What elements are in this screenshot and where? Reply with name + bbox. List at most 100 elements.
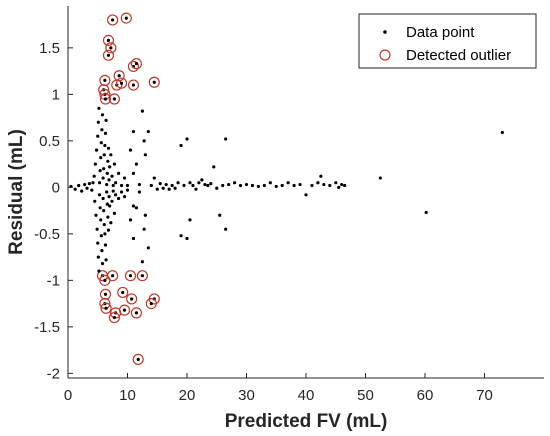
outlier-ring: [117, 286, 129, 299]
data-point: [212, 165, 216, 169]
x-axis-title: Predicted FV (mL): [225, 411, 388, 432]
data-point: [122, 195, 127, 199]
outlier-center-dot: [109, 46, 113, 50]
outlier-ring: [148, 76, 160, 88]
outlier-point: [115, 77, 128, 89]
data-point: [97, 181, 102, 185]
y-tick-label: -1: [47, 272, 60, 289]
data-point: [256, 184, 260, 189]
data-point: [119, 190, 124, 194]
x-axis-ticks: 0 10 20 30 40 50 60 70: [64, 373, 493, 404]
y-tick-label: -0.5: [34, 226, 60, 243]
outlier-ring: [136, 270, 148, 282]
outlier-point: [102, 34, 115, 47]
outlier-center-dot: [104, 306, 108, 310]
data-point: [102, 209, 106, 213]
data-point: [100, 248, 104, 253]
data-point: [322, 182, 326, 187]
x-tick-label: 0: [64, 387, 72, 404]
outlier-center-dot: [112, 315, 117, 320]
outlier-ring: [107, 270, 119, 282]
data-point: [262, 183, 266, 188]
outlier-point: [102, 49, 115, 61]
data-point: [328, 183, 332, 188]
data-point: [134, 162, 139, 166]
outlier-ring: [108, 311, 121, 324]
data-point: [179, 234, 183, 238]
data-point: [106, 215, 110, 219]
outlier-ring: [130, 307, 143, 319]
outlier-ring: [145, 298, 157, 310]
outlier-point: [148, 76, 160, 88]
x-tick-label: 10: [119, 387, 136, 404]
data-point: [137, 190, 141, 194]
x-tick-label: 70: [476, 387, 493, 404]
data-point: [161, 186, 165, 190]
outlier-center-dot: [152, 80, 156, 84]
y-tick-label: 0: [52, 179, 60, 196]
outlier-ring: [124, 270, 137, 282]
outlier-ring: [107, 14, 119, 26]
data-point: [149, 183, 153, 188]
data-point: [97, 193, 102, 197]
data-point: [194, 187, 198, 191]
data-point: [103, 232, 107, 236]
data-point: [98, 206, 102, 210]
data-point: [109, 221, 113, 225]
outlier-center-dot: [134, 311, 139, 315]
data-point: [131, 129, 136, 134]
data-point: [131, 171, 136, 175]
data-point: [142, 139, 146, 143]
data-point: [100, 113, 105, 117]
y-tick-label: 1.5: [39, 40, 60, 57]
data-point: [182, 183, 186, 188]
data-point: [108, 204, 112, 208]
data-point: [73, 187, 77, 191]
x-tick-label: 40: [298, 387, 315, 404]
data-point: [94, 213, 98, 217]
data-point: [99, 155, 103, 160]
data-point: [95, 227, 99, 231]
data-point: [116, 171, 121, 175]
data-point: [176, 181, 180, 185]
data-point: [146, 129, 150, 134]
data-point: [83, 182, 87, 187]
data-point: [112, 211, 117, 215]
data-point: [188, 218, 192, 222]
x-tick-label: 20: [179, 387, 196, 404]
outlier-center-dot: [130, 297, 134, 301]
outlier-center-dot: [131, 83, 136, 87]
outlier-ring: [102, 49, 115, 61]
outlier-point: [107, 270, 119, 282]
data-point: [203, 182, 207, 187]
data-point: [146, 246, 150, 250]
y-tick-label: -1.5: [34, 319, 60, 336]
outlier-center-dot: [111, 274, 115, 278]
data-point: [102, 167, 106, 171]
x-tick-label: 60: [417, 387, 434, 404]
data-point: [316, 181, 320, 185]
data-point: [134, 206, 139, 210]
outlier-point: [113, 70, 125, 82]
data-point: [224, 227, 228, 231]
data-point: [100, 128, 104, 132]
outlier-center-dot: [136, 357, 140, 361]
outlier-center-dot: [106, 53, 111, 57]
data-point: [96, 255, 100, 259]
data-point: [106, 228, 111, 232]
outlier-ring: [102, 34, 115, 47]
data-point: [343, 183, 347, 188]
data-point: [140, 260, 144, 264]
outlier-ring: [127, 60, 140, 73]
data-point: [119, 183, 124, 188]
outlier-ring: [120, 12, 132, 24]
y-axis-ticks: -2 -1.5 -1 -0.5 0 0.5 1 1.5: [34, 40, 73, 382]
data-point: [224, 137, 228, 141]
outlier-ring: [126, 293, 138, 305]
outlier-point: [100, 302, 112, 314]
data-point: [102, 222, 106, 227]
outlier-center-dot: [103, 292, 108, 296]
outlier-point: [127, 79, 140, 91]
data-point: [185, 137, 189, 141]
outlier-center-dot: [128, 274, 133, 278]
